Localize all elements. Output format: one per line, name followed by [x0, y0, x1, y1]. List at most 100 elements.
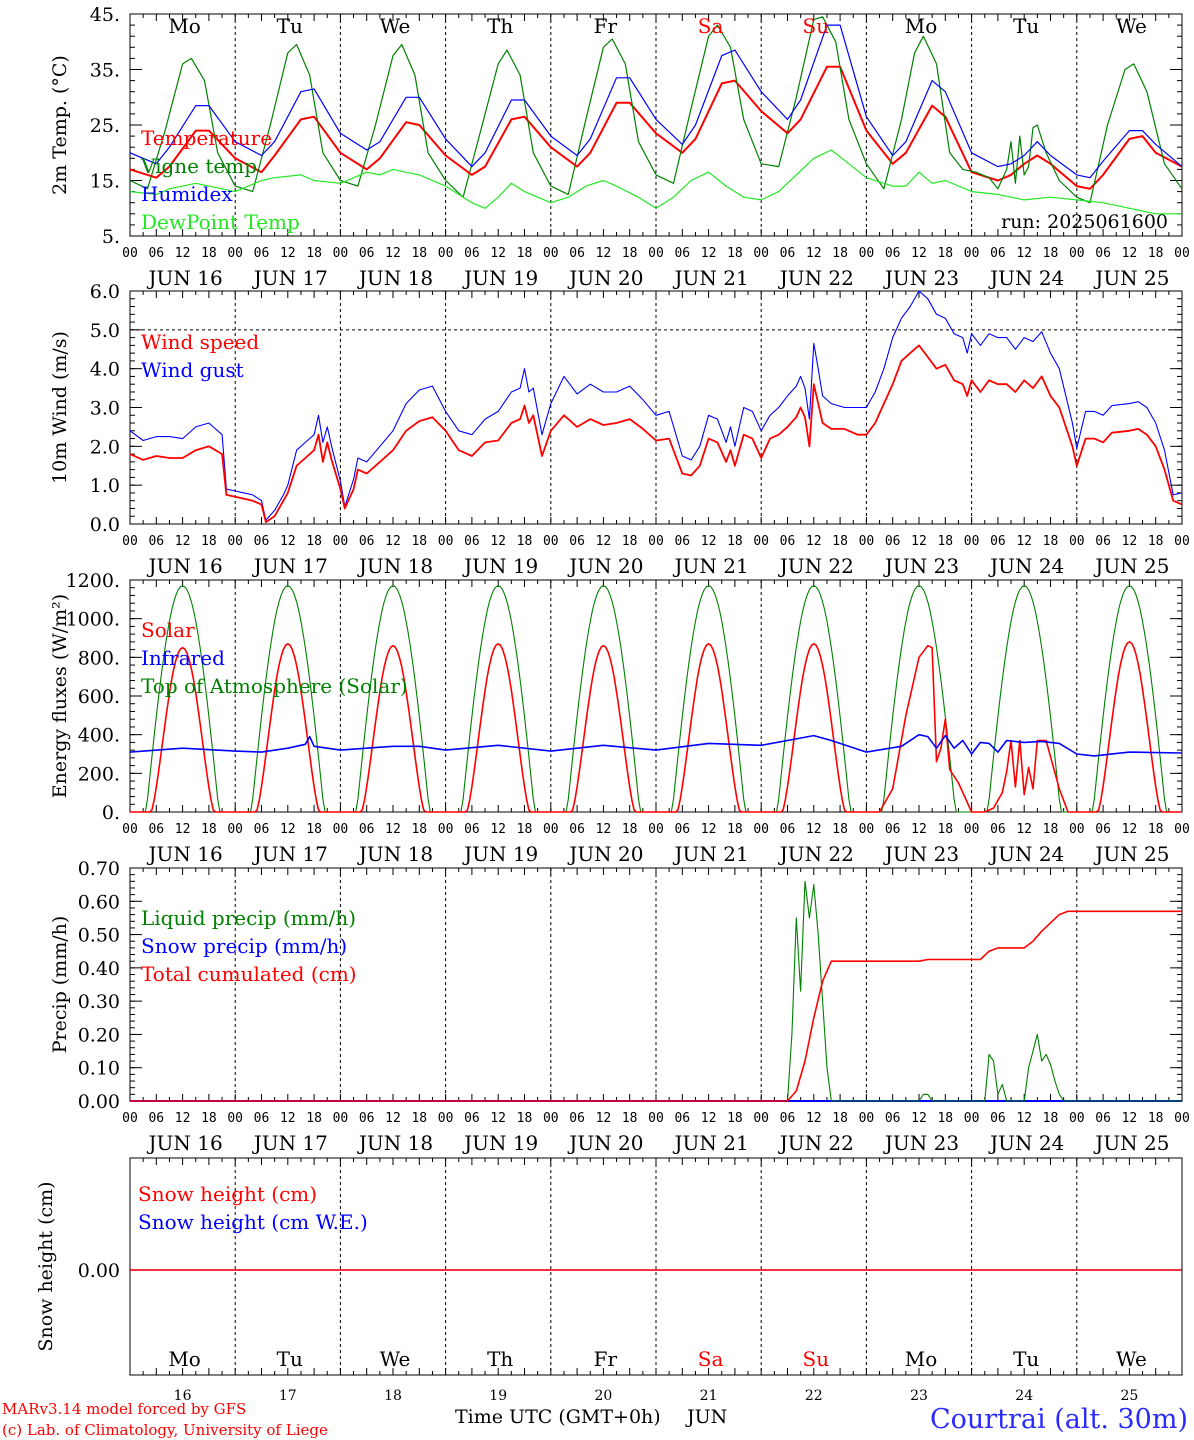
- hour-tick-label: 00: [859, 1111, 875, 1126]
- date-label: JUN 16: [147, 554, 223, 578]
- hour-tick-label: 06: [674, 822, 690, 837]
- hour-tick-label: 12: [1016, 246, 1032, 261]
- hour-tick-label: 12: [280, 1111, 296, 1126]
- hour-tick-label: 18: [1148, 822, 1164, 837]
- date-label: JUN 17: [252, 554, 328, 578]
- date-label: JUN 21: [673, 842, 749, 866]
- hour-tick-label: 12: [1122, 822, 1138, 837]
- hour-tick-label: 00: [648, 1111, 664, 1126]
- y-tick-label: 35.: [90, 60, 120, 82]
- footer: MARv3.14 model forced by GFS (c) Lab. of…: [2, 1400, 1188, 1439]
- weekday-label: Sa: [698, 1347, 724, 1371]
- date-label: JUN 17: [252, 266, 328, 290]
- hour-tick-label: 18: [622, 1111, 638, 1126]
- weekday-label: We: [380, 14, 411, 38]
- date-label: JUN 24: [988, 554, 1064, 578]
- hour-tick-label: 00: [1174, 534, 1190, 549]
- date-label: JUN 22: [778, 266, 854, 290]
- date-label: JUN 18: [357, 842, 433, 866]
- model-credit: MARv3.14 model forced by GFS: [2, 1400, 246, 1418]
- hour-tick-label: 12: [806, 534, 822, 549]
- weekday-label: We: [380, 1347, 411, 1371]
- hour-tick-label: 00: [1069, 246, 1085, 261]
- hour-tick-label: 00: [648, 246, 664, 261]
- hour-tick-label: 12: [911, 246, 927, 261]
- hour-tick-label: 06: [464, 246, 480, 261]
- hour-tick-label: 06: [148, 246, 164, 261]
- hour-tick-label: 06: [780, 246, 796, 261]
- hour-tick-label: 18: [832, 822, 848, 837]
- weekday-label: Th: [487, 14, 513, 38]
- date-number: 18: [384, 1388, 402, 1404]
- y-tick-label: 800.: [78, 647, 120, 669]
- y-tick-label: 5.: [102, 226, 120, 248]
- hour-tick-label: 18: [937, 534, 953, 549]
- y-tick-label: 45.: [90, 4, 120, 26]
- hour-tick-label: 18: [306, 822, 322, 837]
- date-label: JUN 20: [567, 842, 643, 866]
- hour-tick-label: 12: [911, 822, 927, 837]
- date-label: JUN 22: [778, 554, 854, 578]
- hour-tick-label: 00: [648, 822, 664, 837]
- date-label: JUN 16: [147, 842, 223, 866]
- hour-tick-label: 00: [543, 534, 559, 549]
- date-label: JUN 20: [567, 266, 643, 290]
- panel-2: 00 06 12 18 00 06 12 18 00 06 12 18 00 06 12 18 00 06 12 18…: [49, 281, 1190, 578]
- hour-tick-label: 12: [701, 534, 717, 549]
- hour-tick-label: 06: [885, 1111, 901, 1126]
- hour-tick-label: 06: [464, 534, 480, 549]
- y-tick-label: 4.0: [90, 359, 120, 381]
- y-axis-label: Precip (mm/h): [49, 916, 71, 1054]
- y-tick-label: 0.00: [78, 1091, 120, 1113]
- hour-tick-label: 00: [333, 1111, 349, 1126]
- legend-entry: Snow height (cm W.E.): [138, 1210, 368, 1234]
- hour-tick-label: 00: [859, 822, 875, 837]
- hour-tick-label: 06: [885, 534, 901, 549]
- hour-tick-label: 00: [753, 534, 769, 549]
- hour-tick-label: 12: [280, 534, 296, 549]
- hour-tick-label: 06: [254, 1111, 270, 1126]
- weekday-label: Mo: [905, 14, 938, 38]
- weekday-label: Th: [487, 1347, 513, 1371]
- hour-tick-label: 06: [674, 534, 690, 549]
- hour-tick-label: 12: [175, 534, 191, 549]
- date-label: JUN 24: [988, 842, 1064, 866]
- hour-tick-label: 18: [1148, 246, 1164, 261]
- hour-tick-label: 18: [517, 822, 533, 837]
- hour-tick-label: 18: [727, 822, 743, 837]
- hour-tick-label: 00: [333, 534, 349, 549]
- weekday-label: Tu: [277, 1347, 303, 1371]
- hour-tick-label: 06: [990, 1111, 1006, 1126]
- hour-tick-label: 18: [411, 534, 427, 549]
- date-label: JUN 21: [673, 1131, 749, 1155]
- date-label: JUN 24: [988, 266, 1064, 290]
- date-label: JUN 19: [462, 554, 538, 578]
- hour-tick-label: 06: [990, 246, 1006, 261]
- hour-tick-label: 12: [701, 246, 717, 261]
- hour-tick-label: 18: [727, 1111, 743, 1126]
- legend-entry: Snow height (cm): [138, 1182, 317, 1206]
- hour-tick-label: 00: [964, 534, 980, 549]
- hour-tick-label: 00: [227, 246, 243, 261]
- hour-tick-label: 12: [596, 534, 612, 549]
- hour-tick-label: 06: [780, 1111, 796, 1126]
- hour-tick-label: 00: [227, 1111, 243, 1126]
- hour-tick-label: 12: [280, 246, 296, 261]
- hour-tick-label: 18: [201, 534, 217, 549]
- hour-tick-label: 00: [753, 1111, 769, 1126]
- hour-tick-label: 06: [254, 534, 270, 549]
- hour-tick-label: 12: [701, 1111, 717, 1126]
- y-tick-label: 3.0: [90, 398, 120, 420]
- hour-tick-label: 06: [674, 246, 690, 261]
- date-label: JUN 25: [1093, 842, 1169, 866]
- hour-tick-label: 00: [859, 246, 875, 261]
- hour-tick-label: 18: [1148, 534, 1164, 549]
- y-axis-label: 2m Temp. (°C): [49, 55, 71, 195]
- hour-tick-label: 18: [201, 246, 217, 261]
- series-dewpoint-temp: [129, 149, 1182, 215]
- hour-tick-label: 18: [201, 822, 217, 837]
- hour-tick-label: 18: [306, 246, 322, 261]
- hour-tick-label: 06: [885, 822, 901, 837]
- hour-tick-label: 06: [359, 1111, 375, 1126]
- weekday-label: Mo: [905, 1347, 938, 1371]
